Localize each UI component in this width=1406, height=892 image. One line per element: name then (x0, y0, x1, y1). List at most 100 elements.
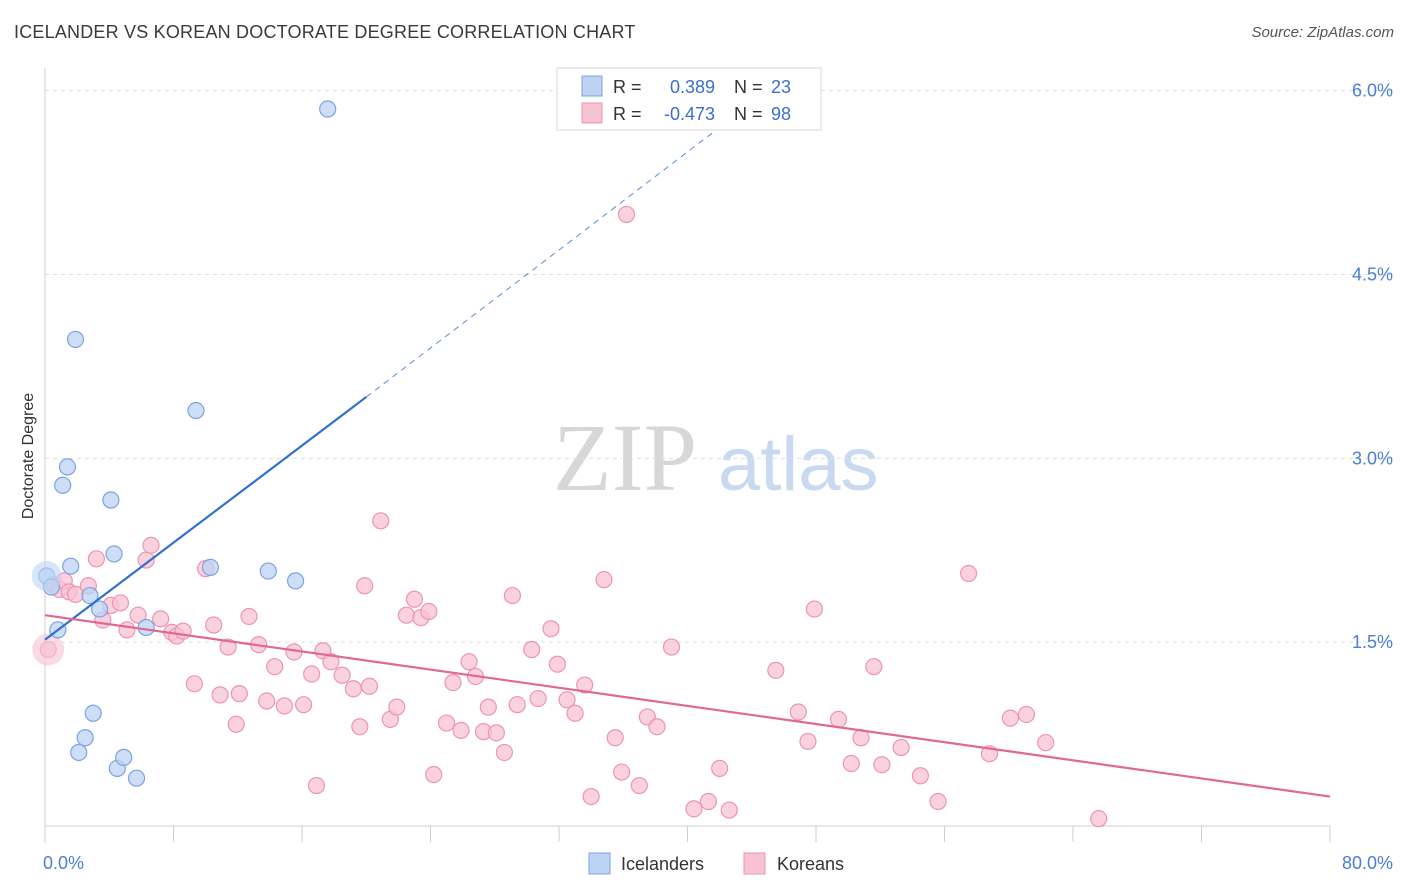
korean-point (307, 776, 326, 795)
korean-point (523, 640, 541, 659)
korean-point (460, 653, 478, 671)
korean-point (959, 564, 978, 583)
korean-point (613, 763, 631, 781)
icelander-point (201, 558, 220, 576)
y-tick-labels: 1.5% 3.0% 4.5% 6.0% (1352, 81, 1393, 653)
korean-point (508, 696, 526, 714)
watermark-atlas: atlas (718, 422, 879, 507)
korean-point (360, 677, 379, 695)
y-axis-label: Doctorate Degree (20, 393, 37, 519)
x-tick-label-max: 80.0% (1342, 853, 1393, 873)
legend-n-label-1: N = (734, 77, 763, 97)
icelander-point (81, 586, 99, 605)
series-legend-swatch-icelanders (588, 852, 611, 875)
legend-swatch-koreans (581, 102, 603, 124)
korean-point (1001, 709, 1019, 727)
series-legend-icelanders: Icelanders (621, 854, 704, 874)
korean-point (479, 698, 497, 716)
korean-point (437, 714, 456, 732)
korean-point (865, 658, 883, 676)
icelander-point (91, 600, 109, 618)
korean-point (767, 661, 785, 679)
korean-point (205, 616, 223, 634)
korean-point (542, 620, 560, 638)
icelander-point (115, 748, 133, 766)
legend-n-value-2: 98 (771, 104, 791, 124)
korean-point (617, 205, 636, 224)
watermark: ZIP atlas (553, 404, 879, 511)
korean-point (720, 801, 738, 819)
korean-point (397, 606, 416, 624)
korean-point (789, 703, 807, 721)
legend-n-value-1: 23 (771, 77, 791, 97)
icelander-point (58, 458, 77, 476)
korean-point (842, 754, 860, 773)
korean-point (258, 692, 276, 710)
korean-point (174, 622, 192, 640)
korean-point (356, 577, 374, 595)
korean-point (529, 689, 547, 708)
icelander-point (286, 572, 305, 590)
korean-point (444, 674, 462, 692)
korean-point (558, 691, 576, 709)
icelander-point (70, 743, 88, 762)
x-tick-label-min: 0.0% (43, 853, 84, 873)
x-ticks (44, 826, 1331, 842)
series-legend-koreans: Koreans (777, 854, 844, 874)
korean-point (266, 658, 284, 676)
icelander-point (84, 704, 102, 722)
legend-r-value-2: -0.473 (664, 104, 715, 124)
korean-point (582, 787, 600, 806)
icelander-point-large (31, 560, 62, 591)
series-legend-swatch-koreans (743, 852, 766, 875)
trendlines (44, 127, 1331, 798)
grid (45, 90, 1392, 643)
legend-r-label-1: R = (613, 77, 642, 97)
korean-point (388, 698, 406, 716)
korean-point (295, 696, 313, 714)
korean-point (548, 655, 566, 673)
icelander-point (76, 729, 94, 747)
korean-point (211, 686, 229, 704)
korean-point (372, 512, 390, 530)
icelander-point (187, 401, 205, 420)
icelander-point (54, 476, 72, 494)
korean-point (303, 665, 321, 683)
watermark-zip: ZIP (553, 404, 697, 511)
legend-n-label-2: N = (734, 104, 763, 124)
korean-point (118, 621, 136, 639)
korean-point (129, 606, 147, 624)
korean-point (420, 602, 438, 621)
y-tick-label: 4.5% (1352, 264, 1393, 284)
korean-point (699, 792, 717, 811)
icelanders-series (31, 100, 337, 787)
korean-point (566, 704, 584, 722)
korean-point (648, 718, 666, 736)
icelander-point (127, 769, 146, 787)
legend-r-value-1: 0.389 (670, 77, 715, 97)
korean-point (805, 600, 823, 618)
legend-r-label-2: R = (613, 104, 642, 124)
korean-point (322, 653, 340, 671)
korean-point (911, 767, 930, 785)
korean-point (219, 638, 237, 656)
series-legend: Icelanders Koreans (588, 852, 844, 875)
correlation-legend: R = 0.389 N = 23 R = -0.473 N = 98 (556, 67, 822, 131)
legend-swatch-icelanders (581, 75, 603, 97)
korean-point (1037, 734, 1055, 752)
korean-point (152, 610, 170, 628)
korean-point (576, 676, 594, 694)
icelander-point (66, 330, 85, 349)
korean-point (1017, 705, 1036, 724)
korean-point (829, 710, 848, 728)
y-tick-label: 3.0% (1352, 448, 1393, 468)
icelander-point (105, 545, 123, 563)
icelander-point (62, 557, 80, 575)
korean-point-large (32, 633, 65, 666)
korean-point (685, 800, 703, 818)
korean-point (873, 756, 891, 774)
icelander-point (137, 618, 155, 637)
korean-point (487, 724, 505, 742)
korean-point (230, 685, 248, 703)
y-tick-label: 1.5% (1352, 632, 1393, 652)
